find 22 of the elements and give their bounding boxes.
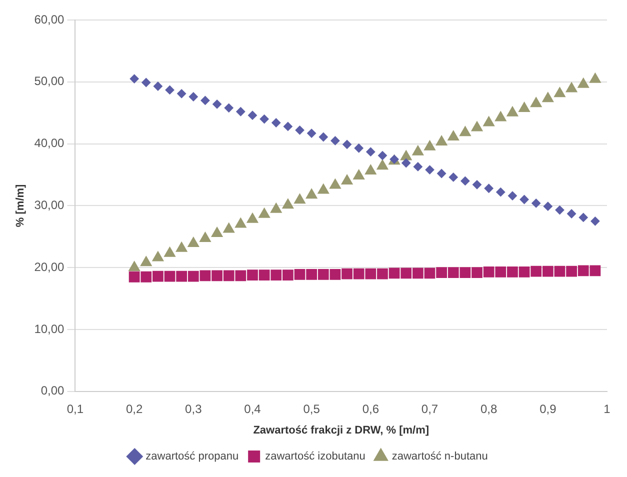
x-tick-label: 0,4 <box>244 402 262 416</box>
x-tick-label: 0,7 <box>421 402 438 416</box>
x-tick-label: 0,9 <box>540 402 557 416</box>
y-tick-label: 0,00 <box>40 384 65 398</box>
legend-label: zawartość propanu <box>146 450 239 463</box>
legend-label: zawartość izobutanu <box>265 450 366 463</box>
y-tick-label: 40,00 <box>34 136 65 150</box>
legend-label: zawartość n-butanu <box>392 450 488 463</box>
x-tick-label: 1 <box>604 402 611 416</box>
y-tick-label: 20,00 <box>34 260 65 274</box>
x-tick-label: 0,5 <box>303 402 320 416</box>
x-axis-title: Zawartość frakcji z DRW, % [m/m] <box>253 424 430 436</box>
y-tick-label: 30,00 <box>34 198 65 212</box>
x-tick-label: 0,1 <box>66 402 84 416</box>
y-tick-label: 50,00 <box>34 74 65 88</box>
x-tick-label: 0,6 <box>362 402 380 416</box>
y-axis-title: % [m/m] <box>14 184 27 228</box>
x-tick-label: 0,3 <box>185 402 202 416</box>
x-tick-label: 0,8 <box>480 402 498 416</box>
y-tick-label: 60,00 <box>34 12 65 26</box>
x-tick-label: 0,2 <box>126 402 143 416</box>
y-tick-label: 10,00 <box>34 322 65 336</box>
